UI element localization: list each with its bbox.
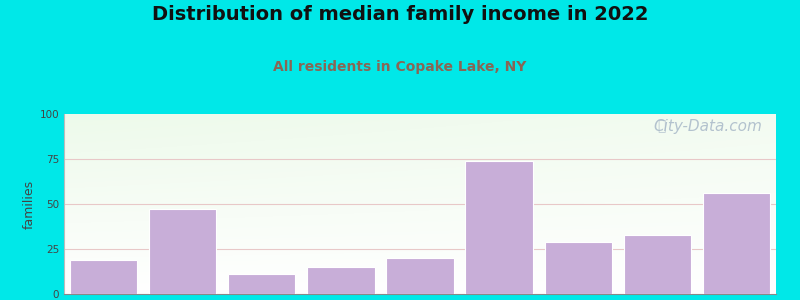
Text: All residents in Copake Lake, NY: All residents in Copake Lake, NY xyxy=(274,60,526,74)
Text: City-Data.com: City-Data.com xyxy=(653,119,762,134)
Bar xyxy=(624,235,691,294)
Bar xyxy=(149,209,216,294)
Bar xyxy=(466,161,533,294)
Bar xyxy=(70,260,137,294)
Text: Distribution of median family income in 2022: Distribution of median family income in … xyxy=(152,4,648,23)
Bar xyxy=(703,193,770,294)
Y-axis label: families: families xyxy=(22,179,35,229)
Bar xyxy=(386,258,454,294)
Text: ⓘ: ⓘ xyxy=(658,119,666,134)
Bar xyxy=(307,267,374,294)
Bar xyxy=(228,274,295,294)
Bar xyxy=(545,242,612,294)
